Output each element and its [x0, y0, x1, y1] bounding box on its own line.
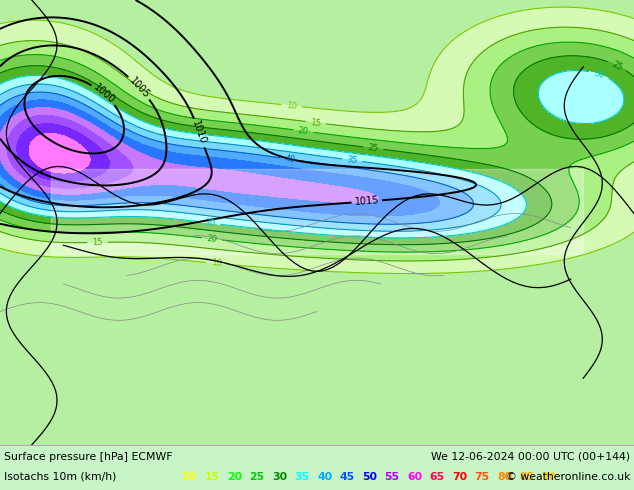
Text: 55: 55	[384, 472, 399, 482]
Text: 40: 40	[317, 472, 332, 482]
Text: 15: 15	[205, 472, 219, 482]
Text: Surface pressure [hPa] ECMWF: Surface pressure [hPa] ECMWF	[4, 452, 172, 462]
Text: © weatheronline.co.uk: © weatheronline.co.uk	[505, 472, 630, 482]
Text: 85: 85	[519, 472, 534, 482]
Text: 60: 60	[407, 472, 422, 482]
Text: 25: 25	[611, 59, 624, 72]
Text: 70: 70	[452, 472, 467, 482]
Text: 15: 15	[310, 118, 321, 128]
Text: 30: 30	[204, 218, 216, 228]
Polygon shape	[51, 169, 583, 254]
Text: 35: 35	[295, 472, 309, 482]
Text: 20: 20	[227, 472, 242, 482]
Text: 65: 65	[429, 472, 444, 482]
Text: Isotachs 10m (km/h): Isotachs 10m (km/h)	[4, 472, 117, 482]
Text: 35: 35	[346, 155, 358, 165]
Text: 40: 40	[285, 154, 296, 165]
Text: 45: 45	[339, 472, 354, 482]
Text: 1010: 1010	[190, 120, 208, 146]
Text: 25: 25	[368, 143, 379, 153]
Text: 20: 20	[206, 234, 217, 244]
Text: 10: 10	[182, 472, 197, 482]
Text: 75: 75	[474, 472, 489, 482]
Text: 1015: 1015	[354, 196, 380, 207]
Text: 30: 30	[593, 69, 605, 80]
Text: 20: 20	[297, 126, 309, 136]
Text: 25: 25	[250, 472, 264, 482]
Text: 90: 90	[542, 472, 557, 482]
Text: 50: 50	[362, 472, 377, 482]
Text: 10: 10	[210, 258, 222, 269]
Text: 30: 30	[272, 472, 287, 482]
Text: 15: 15	[92, 238, 103, 247]
Text: We 12-06-2024 00:00 UTC (00+144): We 12-06-2024 00:00 UTC (00+144)	[431, 452, 630, 462]
Text: 1000: 1000	[91, 82, 117, 106]
Text: 1005: 1005	[127, 75, 152, 100]
Text: 10: 10	[286, 100, 297, 111]
Text: 80: 80	[497, 472, 512, 482]
